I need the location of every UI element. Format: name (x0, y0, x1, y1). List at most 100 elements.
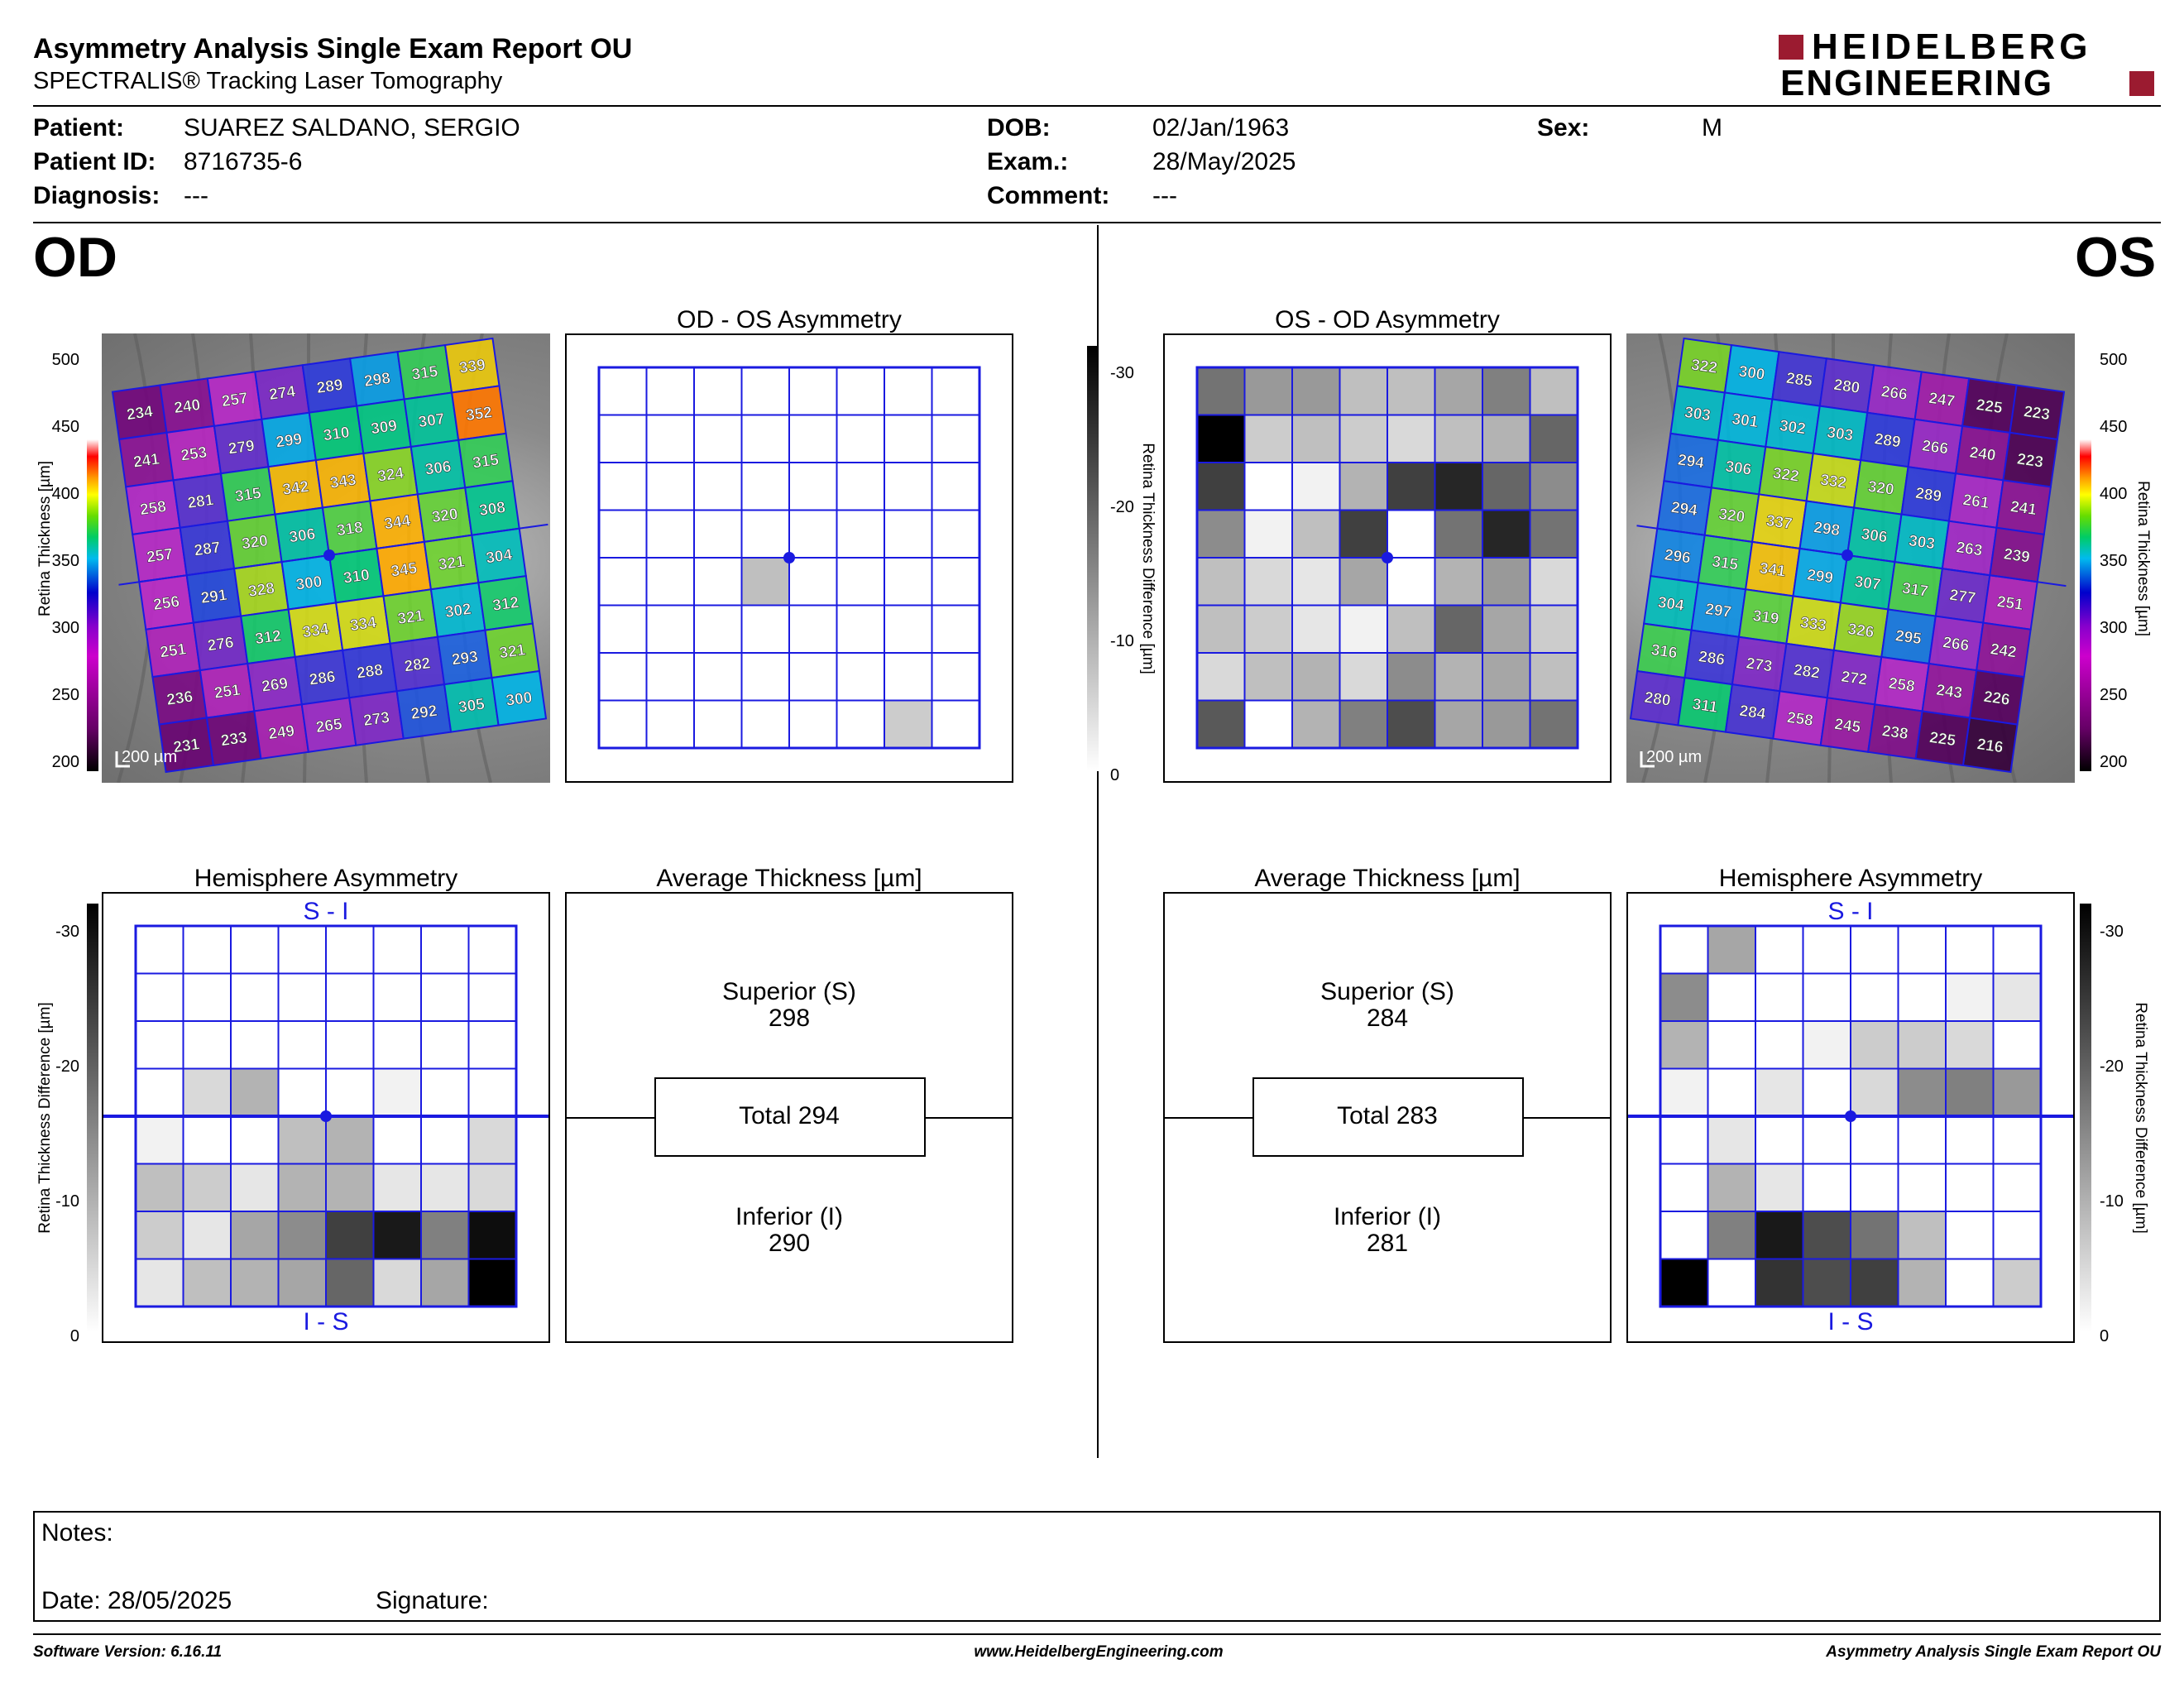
os-asym-cell (1196, 414, 1246, 463)
od-asym-cell (693, 652, 743, 702)
od-hemi-cell (182, 1067, 232, 1117)
os-asym-border (1195, 366, 1579, 750)
os-asym-center-dot (1382, 552, 1393, 563)
os-asym-cell (1339, 509, 1388, 559)
os-hemi-cell (1850, 1020, 1899, 1070)
os-map-cell-value: 301 (1731, 410, 1760, 431)
od-asym-cell (788, 557, 838, 607)
od-map-cell-value: 251 (213, 682, 242, 703)
os-hemi-cell (1945, 1020, 1995, 1070)
od-map-cell-value: 231 (172, 736, 201, 756)
od-hemi-cell (230, 925, 280, 975)
os-map-cell-value: 240 (1968, 444, 1996, 464)
od-map-cell-value: 233 (220, 729, 248, 750)
od-asym-cell (884, 604, 933, 654)
od-asym-cell (788, 604, 838, 654)
notes-box[interactable]: Notes: Date: 28/05/2025 Signature: (33, 1511, 2161, 1622)
od-thickness-tick: 250 (51, 686, 79, 704)
od-asym-cell (836, 652, 885, 702)
os-hemi-cell (1850, 1211, 1899, 1260)
od-hemi-cell (325, 1067, 375, 1117)
od-asym-cell (598, 699, 648, 749)
od-hemi-cell (420, 1163, 470, 1212)
od-hemi-grid: S - I I - S (103, 898, 548, 1336)
od-map-cell-value: 269 (261, 675, 289, 696)
od-asym-cell (884, 414, 933, 463)
os-inferior-label: Inferior (I) (1333, 1203, 1442, 1230)
notes-label: Notes: (41, 1519, 113, 1547)
center-diff-tick: 0 (1110, 766, 1120, 784)
od-hemi-cell (182, 1163, 232, 1212)
os-asym-cell (1291, 557, 1341, 607)
od-asym-cell (836, 509, 885, 559)
report-title: Asymmetry Analysis Single Exam Report OU (33, 33, 633, 65)
os-map-cell-value: 333 (1799, 614, 1827, 635)
center-diff-colorbar (1087, 346, 1099, 771)
od-asym-center-dot (783, 552, 795, 563)
os-map-cell-value: 261 (1961, 492, 1990, 512)
od-hemi-cell (372, 1115, 422, 1165)
od-map-cell-value: 307 (417, 410, 445, 431)
os-hemi-cell (1660, 1067, 1709, 1117)
os-asym-cell (1434, 699, 1483, 749)
os-asym-cell (1291, 509, 1341, 559)
od-fundus-image: 234 240 257 274 289 298 315 339 241 253 279 299 310 3… (102, 333, 550, 783)
od-asym-cell (788, 652, 838, 702)
od-map-cell-value: 287 (193, 539, 221, 559)
signature-label: Signature: (376, 1587, 489, 1614)
os-hemi-title: Hemisphere Asymmetry (1718, 865, 1983, 892)
footer-website: www.HeidelbergEngineering.com (974, 1643, 1224, 1661)
od-asym-cell (836, 414, 885, 463)
od-asym-cell (693, 699, 743, 749)
od-asym-cell (598, 604, 648, 654)
od-map-cell-value: 279 (228, 437, 256, 458)
os-inferior-value: 281 (1366, 1230, 1409, 1257)
os-asym-cell (1529, 604, 1578, 654)
od-asym-cell (788, 699, 838, 749)
os-hemi-cell (1992, 1163, 2042, 1212)
os-hemi-cell (1660, 1258, 1709, 1307)
od-map-cell-value: 321 (498, 641, 527, 662)
os-map-cell-value: 303 (1826, 424, 1854, 444)
os-map-cell-value: 263 (1955, 539, 1983, 559)
od-avg-panel: Superior (S) 298 Total 294 Inferior (I) … (565, 892, 1013, 1343)
od-hemi-cell (372, 925, 422, 975)
od-inferior-value: 290 (768, 1230, 811, 1257)
od-map-cell-value: 265 (315, 716, 344, 736)
od-map-scalebar (115, 751, 130, 768)
os-hemi-cell (1945, 1115, 1995, 1165)
od-asym-cell (645, 557, 695, 607)
os-map-cell-value: 300 (1737, 363, 1765, 384)
od-map-cell-value: 344 (383, 512, 412, 533)
os-map-cell-value: 280 (1643, 689, 1671, 710)
os-map-cell-value: 239 (2003, 545, 2031, 566)
od-map-fovea-dot (323, 549, 335, 561)
od-map-cell-value: 300 (295, 573, 323, 594)
os-map-cell-value: 251 (1996, 593, 2025, 614)
os-asym-cell (1482, 509, 1531, 559)
od-hemi-cell (277, 1163, 327, 1212)
patient-id-label: Patient ID: (33, 148, 156, 175)
os-hemi-cell (1707, 1211, 1756, 1260)
od-hemi-cell (325, 1115, 375, 1165)
os-asym-cell (1196, 652, 1246, 702)
od-hemi-cell (325, 1211, 375, 1260)
os-asym-cell (1529, 367, 1578, 416)
od-asym-cell (598, 557, 648, 607)
os-map-cell-value: 245 (1833, 716, 1862, 736)
od-asym-cell (740, 367, 790, 416)
od-map-cell-value: 273 (362, 709, 390, 730)
od-hemi-panel: S - I I - S (102, 892, 550, 1343)
os-map-cell-value: 226 (1982, 688, 2010, 709)
od-hemi-cell (420, 1067, 470, 1117)
od-hemi-cell (135, 1020, 184, 1070)
od-asym-cell (693, 509, 743, 559)
os-hemi-tick: -20 (2100, 1057, 2124, 1076)
od-hemi-cell (277, 1067, 327, 1117)
od-eye-label: OD (33, 226, 117, 289)
os-map-cell-value: 285 (1785, 370, 1814, 391)
os-asym-cell (1529, 414, 1578, 463)
os-map-cell-value: 225 (1928, 729, 1957, 750)
os-asym-cell (1387, 604, 1436, 654)
od-map-cell-value: 321 (396, 607, 425, 628)
